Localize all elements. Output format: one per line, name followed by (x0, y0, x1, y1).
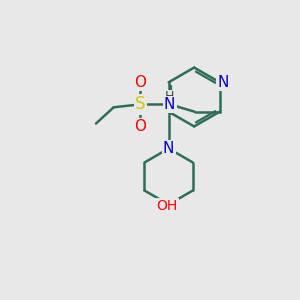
Text: N: N (164, 97, 175, 112)
Text: O: O (134, 119, 146, 134)
Text: N: N (218, 75, 229, 90)
Text: OH: OH (157, 199, 178, 213)
Text: S: S (135, 95, 146, 113)
Text: N: N (163, 141, 174, 156)
Text: H: H (165, 91, 174, 103)
Text: O: O (134, 75, 146, 90)
